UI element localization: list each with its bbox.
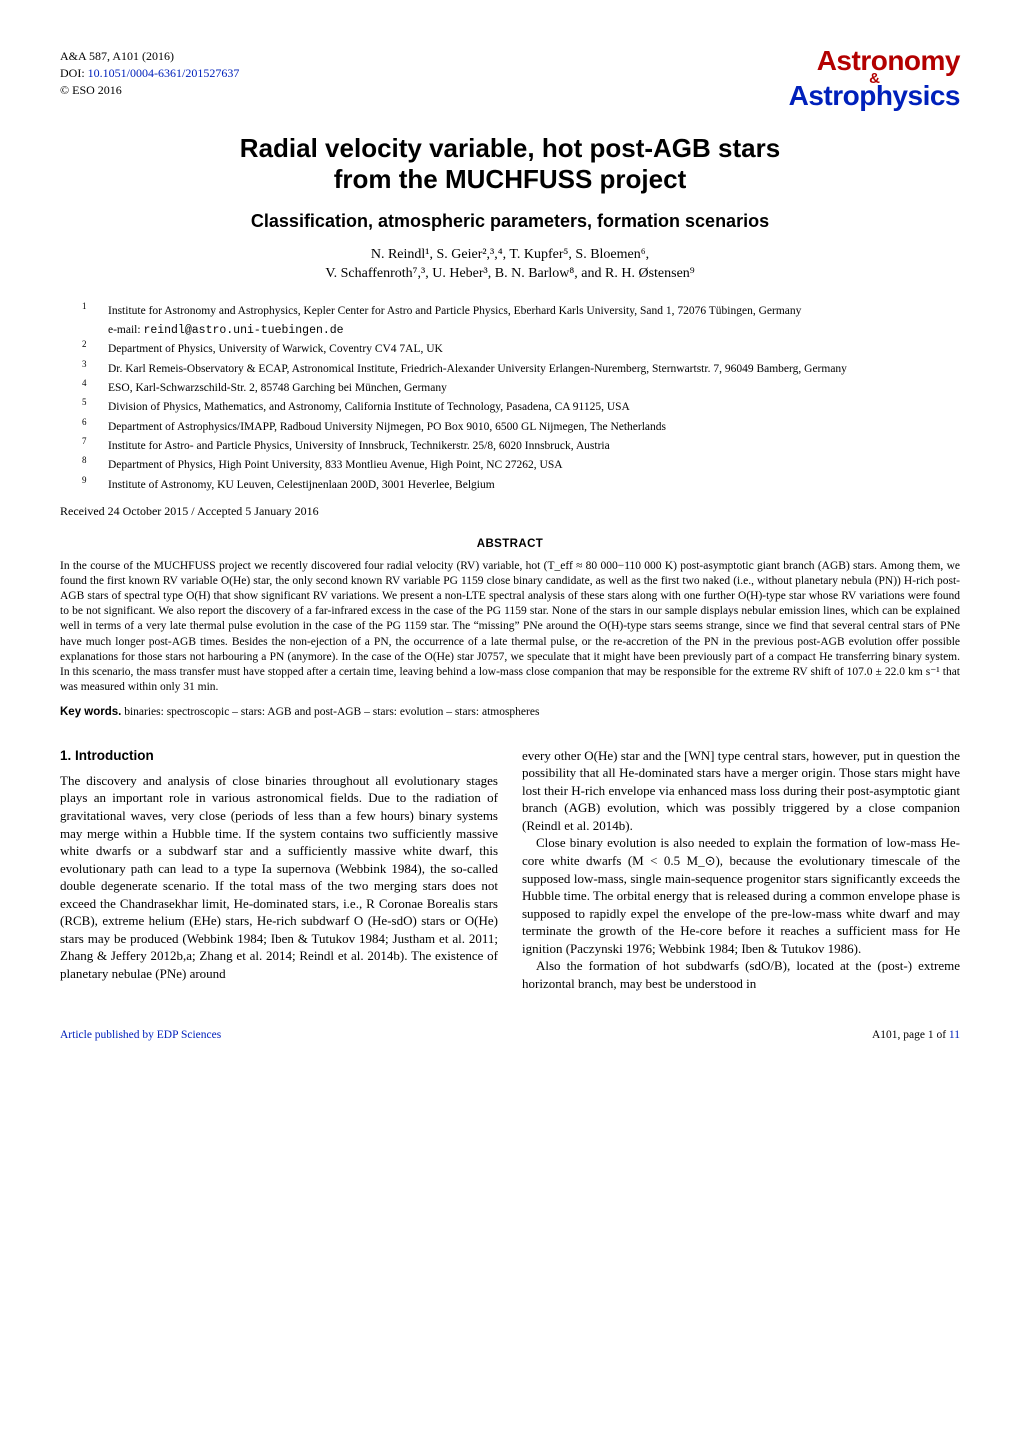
article-title: Radial velocity variable, hot post-AGB s…: [60, 133, 960, 195]
affiliation-item: 9Institute of Astronomy, KU Leuven, Cele…: [96, 474, 960, 493]
affiliation-text: e-mail:: [108, 324, 143, 336]
affiliation-number: 7: [96, 435, 108, 447]
page-header: A&A 587, A101 (2016) DOI: 10.1051/0004-6…: [60, 48, 960, 109]
affiliation-text: Institute of Astronomy, KU Leuven, Celes…: [108, 478, 495, 490]
brand-astrophysics: Astrophysics: [789, 83, 960, 109]
journal-reference: A&A 587, A101 (2016): [60, 48, 239, 65]
title-line-1: Radial velocity variable, hot post-AGB s…: [240, 133, 780, 163]
affiliation-email: reindl@astro.uni-tuebingen.de: [143, 324, 343, 337]
keywords-label: Key words.: [60, 706, 121, 718]
affiliation-item: 3Dr. Karl Remeis-Observatory & ECAP, Ast…: [96, 358, 960, 377]
authors-line-1: N. Reindl¹, S. Geier²,³,⁴, T. Kupfer⁵, S…: [60, 246, 960, 265]
doi-label: DOI:: [60, 66, 85, 80]
affiliation-text: ESO, Karl-Schwarzschild-Str. 2, 85748 Ga…: [108, 382, 447, 394]
affiliation-number: 8: [96, 454, 108, 466]
affiliation-text: Department of Physics, High Point Univer…: [108, 459, 563, 471]
affiliations-list: 1Institute for Astronomy and Astrophysic…: [96, 300, 960, 493]
affiliation-text: Institute for Astronomy and Astrophysics…: [108, 304, 801, 316]
affiliation-item: e-mail: reindl@astro.uni-tuebingen.de: [96, 319, 960, 338]
body-paragraph-3: Close binary evolution is also needed to…: [522, 834, 960, 957]
copyright: © ESO 2016: [60, 82, 239, 99]
footer-left: Article published by EDP Sciences: [60, 1028, 221, 1044]
affiliation-number: 5: [96, 396, 108, 408]
affiliation-number: 9: [96, 474, 108, 486]
doi-line: DOI: 10.1051/0004-6361/201527637: [60, 65, 239, 82]
abstract-text: In the course of the MUCHFUSS project we…: [60, 559, 960, 696]
affiliation-item: 1Institute for Astronomy and Astrophysic…: [96, 300, 960, 319]
body-paragraph-2: every other O(He) star and the [WN] type…: [522, 747, 960, 835]
article-subtitle: Classification, atmospheric parameters, …: [60, 209, 960, 233]
page-number: A101, page 1 of 11: [872, 1029, 960, 1041]
body-paragraph-4: Also the formation of hot subdwarfs (sdO…: [522, 957, 960, 992]
title-line-2: from the MUCHFUSS project: [334, 164, 686, 194]
affiliation-text: Division of Physics, Mathematics, and As…: [108, 401, 630, 413]
journal-brand: Astronomy & Astrophysics: [789, 48, 960, 109]
keywords: Key words. binaries: spectroscopic – sta…: [60, 705, 960, 721]
affiliation-number: 6: [96, 416, 108, 428]
received-accepted: Received 24 October 2015 / Accepted 5 Ja…: [60, 503, 960, 519]
section-1-heading: 1. Introduction: [60, 747, 498, 765]
affiliation-text: Department of Physics, University of War…: [108, 343, 443, 355]
keywords-text: binaries: spectroscopic – stars: AGB and…: [124, 706, 539, 718]
page-footer: Article published by EDP Sciences A101, …: [60, 1028, 960, 1044]
authors: N. Reindl¹, S. Geier²,³,⁴, T. Kupfer⁵, S…: [60, 246, 960, 284]
affiliation-number: 2: [96, 338, 108, 350]
affiliation-item: 4ESO, Karl-Schwarzschild-Str. 2, 85748 G…: [96, 377, 960, 396]
affiliation-number: 1: [96, 300, 108, 312]
affiliation-item: 6Department of Astrophysics/IMAPP, Radbo…: [96, 416, 960, 435]
affiliation-item: 2Department of Physics, University of Wa…: [96, 338, 960, 357]
body-columns: 1. Introduction The discovery and analys…: [60, 747, 960, 993]
affiliation-text: Department of Astrophysics/IMAPP, Radbou…: [108, 420, 666, 432]
authors-line-2: V. Schaffenroth⁷,³, U. Heber³, B. N. Bar…: [60, 265, 960, 284]
affiliation-number: 4: [96, 377, 108, 389]
abstract-heading: ABSTRACT: [60, 537, 960, 553]
brand-top-text: Astronomy: [817, 45, 960, 76]
affiliation-item: 8Department of Physics, High Point Unive…: [96, 454, 960, 473]
doi-link[interactable]: 10.1051/0004-6361/201527637: [88, 66, 240, 80]
publisher-link[interactable]: Article published by EDP Sciences: [60, 1029, 221, 1041]
affiliation-item: 7Institute for Astro- and Particle Physi…: [96, 435, 960, 454]
body-paragraph-1: The discovery and analysis of close bina…: [60, 772, 498, 983]
affiliation-item: 5Division of Physics, Mathematics, and A…: [96, 396, 960, 415]
header-left: A&A 587, A101 (2016) DOI: 10.1051/0004-6…: [60, 48, 239, 98]
affiliation-number: 3: [96, 358, 108, 370]
affiliation-text: Institute for Astro- and Particle Physic…: [108, 440, 610, 452]
affiliation-text: Dr. Karl Remeis-Observatory & ECAP, Astr…: [108, 362, 847, 374]
footer-right: A101, page 1 of 11: [872, 1028, 960, 1044]
total-pages-link[interactable]: 11: [949, 1029, 960, 1041]
